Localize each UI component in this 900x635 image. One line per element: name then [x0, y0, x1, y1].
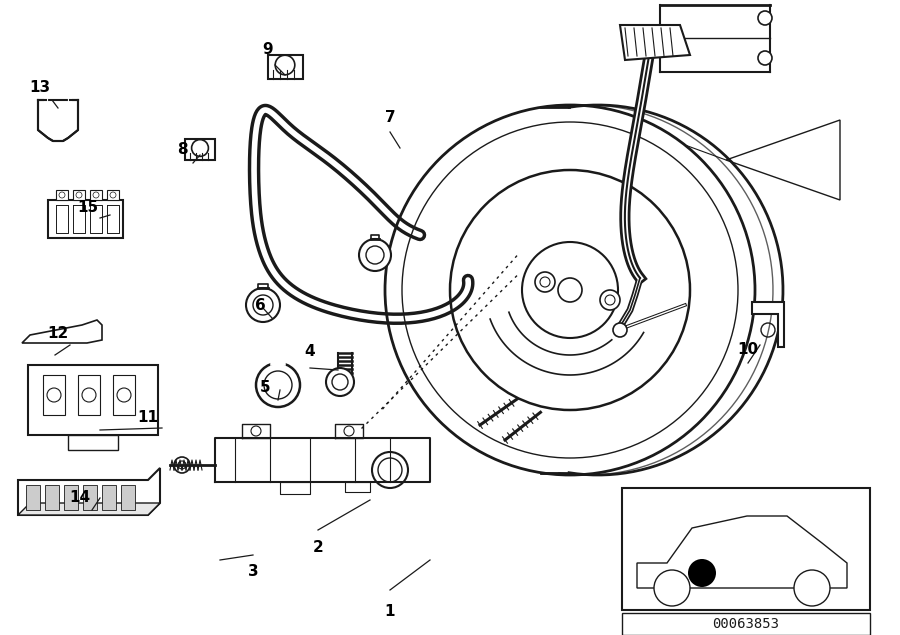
Text: 7: 7 [384, 110, 395, 126]
Polygon shape [113, 375, 135, 415]
Polygon shape [185, 139, 215, 160]
Polygon shape [267, 55, 302, 79]
Polygon shape [48, 200, 123, 238]
Polygon shape [78, 375, 100, 415]
Text: 9: 9 [263, 43, 274, 58]
Text: 1: 1 [385, 605, 395, 620]
Circle shape [385, 105, 755, 475]
Text: 6: 6 [255, 298, 266, 312]
Text: 00063853: 00063853 [713, 617, 779, 631]
Text: 14: 14 [69, 490, 91, 505]
Bar [622, 488, 870, 610]
Polygon shape [73, 190, 85, 200]
Polygon shape [18, 503, 160, 515]
Circle shape [758, 51, 772, 65]
Text: 2: 2 [312, 540, 323, 554]
Circle shape [758, 11, 772, 25]
Polygon shape [107, 190, 119, 200]
Circle shape [688, 559, 716, 587]
Polygon shape [83, 485, 97, 510]
Circle shape [326, 368, 354, 396]
Circle shape [613, 323, 627, 337]
Polygon shape [752, 302, 784, 347]
Polygon shape [56, 190, 68, 200]
Circle shape [246, 288, 280, 322]
Bar [622, 613, 870, 635]
Circle shape [535, 272, 555, 292]
Polygon shape [26, 485, 40, 510]
Text: 11: 11 [138, 410, 158, 425]
Text: 8: 8 [176, 142, 187, 157]
Polygon shape [102, 485, 116, 510]
Text: 15: 15 [77, 199, 99, 215]
Polygon shape [28, 365, 158, 435]
Polygon shape [18, 468, 160, 515]
Polygon shape [22, 320, 102, 343]
Polygon shape [620, 25, 690, 60]
Circle shape [600, 290, 620, 310]
Circle shape [256, 363, 300, 407]
Text: 13: 13 [30, 79, 50, 95]
Polygon shape [637, 516, 847, 588]
Text: 3: 3 [248, 565, 258, 580]
Polygon shape [38, 100, 78, 141]
Circle shape [540, 277, 550, 287]
Polygon shape [64, 485, 78, 510]
Circle shape [605, 295, 615, 305]
Text: 5: 5 [260, 380, 270, 396]
Text: 10: 10 [737, 342, 759, 358]
Circle shape [654, 570, 690, 606]
Polygon shape [45, 485, 59, 510]
Polygon shape [90, 190, 102, 200]
Circle shape [359, 239, 391, 271]
Polygon shape [68, 435, 118, 450]
Circle shape [794, 570, 830, 606]
Polygon shape [121, 485, 135, 510]
Polygon shape [43, 375, 65, 415]
Text: 12: 12 [48, 326, 68, 340]
Text: 4: 4 [305, 345, 315, 359]
